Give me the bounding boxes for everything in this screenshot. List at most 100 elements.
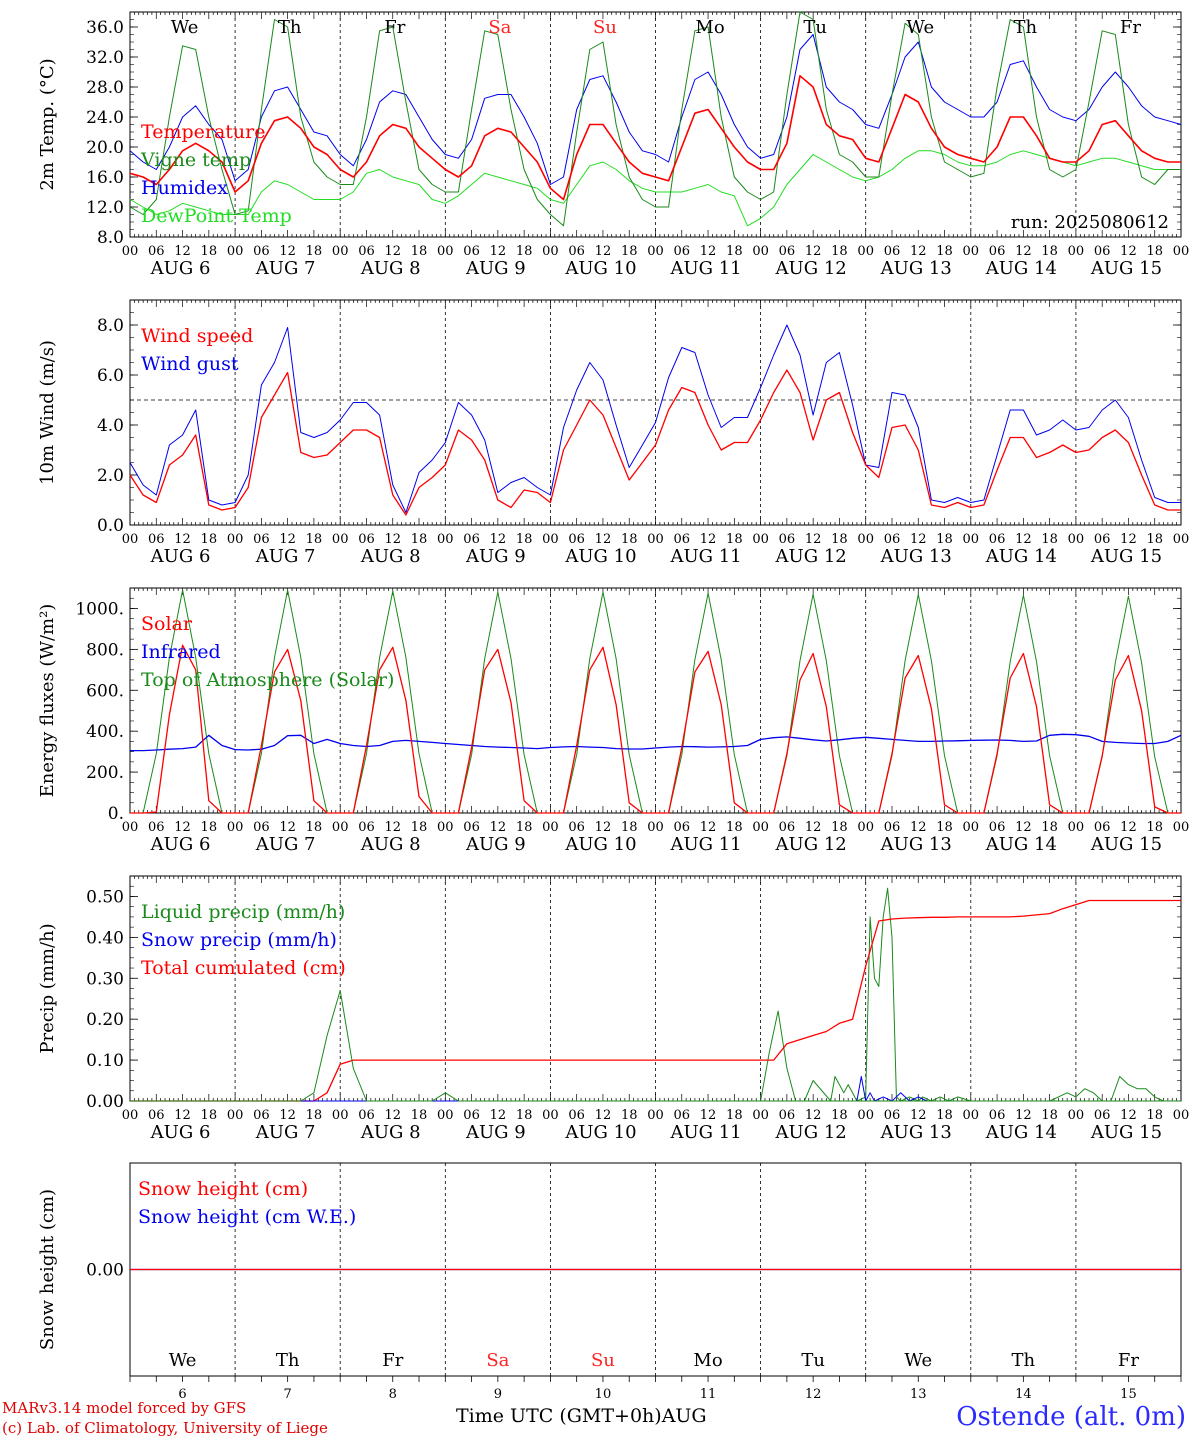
x-hour-label: 18 [1041,532,1058,547]
x-hour-label: 12 [805,1108,822,1123]
x-hour-label: 12 [805,532,822,547]
x-hour-label: 06 [358,820,375,835]
x-hour-label: 06 [779,820,796,835]
x-hour-label: 18 [726,820,743,835]
day-name: Fr [382,1350,403,1371]
day-number: 9 [494,1387,502,1402]
x-hour-label: 06 [989,532,1006,547]
legend-entry: Humidex [141,177,228,199]
day-number: 8 [389,1387,397,1402]
x-hour-label: 00 [857,1108,874,1123]
day-name: We [169,1350,197,1371]
x-hour-label: 00 [122,244,139,259]
x-date-label: AUG 6 [150,546,211,567]
model-credit: MARv3.14 model forced by GFS [2,1399,247,1417]
x-hour-label: 18 [936,1108,953,1123]
x-hour-label: 06 [148,532,165,547]
x-date-label: AUG 11 [669,258,741,279]
x-hour-label: 12 [279,244,296,259]
x-date-label: AUG 7 [255,546,316,567]
x-hour-label: 18 [936,820,953,835]
panel-snow: We 6 Th 7 Fr 8 Sa 9 Su 10 Mo 11 Tu 12 We 13 Th 14 Fr 15 0.00… [37,1162,1182,1402]
x-hour-label: 12 [384,820,401,835]
x-hour-label: 18 [516,1108,533,1123]
x-hour-label: 12 [490,820,507,835]
x-hour-label: 12 [805,820,822,835]
x-hour-label: 06 [253,1108,270,1123]
x-date-label: AUG 10 [564,1122,636,1143]
x-hour-label: 18 [1146,1108,1163,1123]
x-date-label: AUG 6 [150,258,211,279]
y-tick-label: 1000. [75,599,124,619]
x-hour-label: 12 [700,820,717,835]
x-hour-label: 00 [963,532,980,547]
x-hour-label: 00 [1173,532,1190,547]
x-hour-label: 00 [752,820,769,835]
y-axis-label: 2m Temp. (°C) [37,58,58,190]
series-line-infrared [130,733,1182,752]
x-hour-label: 12 [279,532,296,547]
x-date-label: AUG 13 [880,546,952,567]
y-tick-label: 6.0 [97,366,124,386]
x-hour-label: 00 [1173,1108,1190,1123]
y-tick-label: 600. [86,681,124,701]
x-date-label: AUG 14 [985,258,1057,279]
x-hour-label: 12 [910,244,927,259]
x-hour-label: 06 [568,820,585,835]
x-hour-label: 00 [857,244,874,259]
x-hour-label: 12 [1120,1108,1137,1123]
x-hour-label: 12 [384,1108,401,1123]
plot-frame [129,299,1182,526]
x-hour-label: 00 [1068,532,1085,547]
x-date-label: AUG 12 [775,1122,847,1143]
day-number: 7 [284,1387,292,1402]
x-date-label: AUG 15 [1090,1122,1162,1143]
day-name: Th [1014,17,1038,38]
x-date-label: AUG 15 [1090,546,1162,567]
y-tick-label: 0.30 [86,969,124,989]
legend-entry: DewPoint Temp [141,205,292,227]
plot-frame [129,11,1182,238]
day-name: Su [593,17,617,38]
series-line-solar [130,644,1181,814]
x-date-label: AUG 13 [880,1122,952,1143]
x-date-label: AUG 10 [564,258,636,279]
x-hour-label: 18 [1146,244,1163,259]
y-tick-label: 2.0 [97,466,124,486]
x-date-label: AUG 14 [985,546,1057,567]
x-date-label: AUG 11 [669,546,741,567]
x-hour-label: 12 [910,1108,927,1123]
x-hour-label: 12 [910,820,927,835]
x-date-label: AUG 6 [150,834,211,855]
x-hour-label: 06 [674,820,691,835]
x-date-label: AUG 6 [150,1122,211,1143]
x-hour-label: 06 [989,244,1006,259]
y-tick-label: 20.0 [86,138,124,158]
series-line-dewpoint-temp [129,150,1181,227]
y-tick-label: 0.10 [86,1051,124,1071]
legend-entry: Snow height (cm) [138,1178,308,1200]
day-name: Sa [486,1350,509,1371]
x-date-label: AUG 12 [775,546,847,567]
x-hour-label: 12 [174,820,191,835]
x-hour-label: 06 [674,244,691,259]
x-hour-label: 00 [1173,244,1190,259]
x-date-label: AUG 9 [465,834,526,855]
x-hour-label: 12 [700,244,717,259]
x-date-label: AUG 9 [465,546,526,567]
x-hour-label: 18 [621,1108,638,1123]
x-hour-label: 06 [989,820,1006,835]
x-date-label: AUG 7 [255,1122,316,1143]
x-hour-label: 18 [516,532,533,547]
x-hour-label: 06 [674,532,691,547]
x-date-label: AUG 12 [775,834,847,855]
x-hour-label: 18 [411,820,428,835]
x-hour-label: 12 [1015,244,1032,259]
y-tick-label: 0. [108,804,124,824]
day-name: Mo [695,17,724,38]
x-hour-label: 00 [542,532,559,547]
plot-frame [129,587,1182,814]
day-name: Th [1012,1350,1036,1371]
